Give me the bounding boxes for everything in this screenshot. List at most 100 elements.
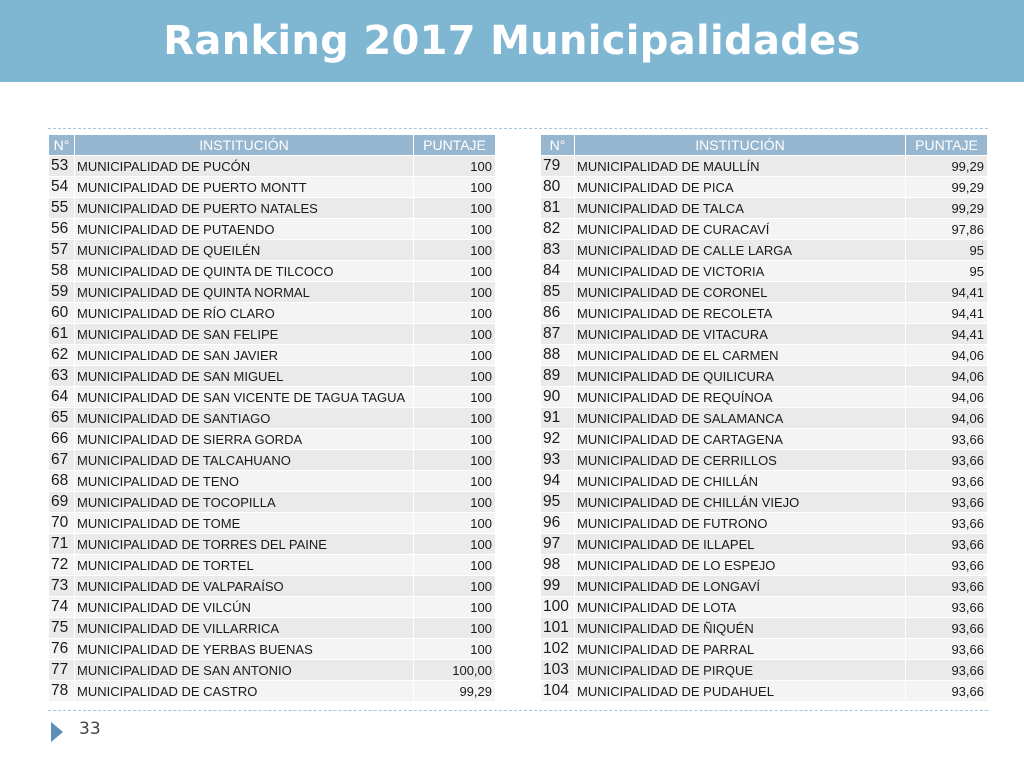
table-row: 84 MUNICIPALIDAD DE VICTORIA 95 <box>541 261 988 282</box>
score-value: 93,66 <box>906 639 988 660</box>
institution-name: MUNICIPALIDAD DE YERBAS BUENAS <box>75 639 414 660</box>
institution-name: MUNICIPALIDAD DE ÑIQUÉN <box>575 618 906 639</box>
institution-name: MUNICIPALIDAD DE TORTEL <box>75 555 414 576</box>
score-value: 100 <box>414 450 496 471</box>
score-value: 100 <box>414 198 496 219</box>
institution-name: MUNICIPALIDAD DE TENO <box>75 471 414 492</box>
institution-name: MUNICIPALIDAD DE LO ESPEJO <box>575 555 906 576</box>
score-value: 100 <box>414 471 496 492</box>
table-row: 56 MUNICIPALIDAD DE PUTAENDO 100 <box>49 219 496 240</box>
score-value: 100 <box>414 219 496 240</box>
table-row: 102 MUNICIPALIDAD DE PARRAL 93,66 <box>541 639 988 660</box>
title-band: Ranking 2017 Municipalidades <box>0 0 1024 82</box>
header-num: N° <box>49 135 75 156</box>
institution-name: MUNICIPALIDAD DE PUERTO MONTT <box>75 177 414 198</box>
row-number: 56 <box>49 219 75 240</box>
row-number: 80 <box>541 177 575 198</box>
row-number: 89 <box>541 366 575 387</box>
institution-name: MUNICIPALIDAD DE FUTRONO <box>575 513 906 534</box>
row-number: 103 <box>541 660 575 681</box>
institution-name: MUNICIPALIDAD DE REQUÍNOA <box>575 387 906 408</box>
row-number: 62 <box>49 345 75 366</box>
score-value: 100 <box>414 282 496 303</box>
header-score: PUNTAJE <box>906 135 988 156</box>
score-value: 100 <box>414 408 496 429</box>
institution-name: MUNICIPALIDAD DE VILCÚN <box>75 597 414 618</box>
score-value: 94,06 <box>906 345 988 366</box>
institution-name: MUNICIPALIDAD DE SIERRA GORDA <box>75 429 414 450</box>
score-value: 100 <box>414 513 496 534</box>
institution-name: MUNICIPALIDAD DE CURACAVÍ <box>575 219 906 240</box>
row-number: 100 <box>541 597 575 618</box>
institution-name: MUNICIPALIDAD DE LOTA <box>575 597 906 618</box>
institution-name: MUNICIPALIDAD DE CERRILLOS <box>575 450 906 471</box>
triangle-right-icon <box>51 722 63 742</box>
institution-name: MUNICIPALIDAD DE PUERTO NATALES <box>75 198 414 219</box>
score-value: 94,06 <box>906 387 988 408</box>
table-row: 57 MUNICIPALIDAD DE QUEILÉN 100 <box>49 240 496 261</box>
row-number: 73 <box>49 576 75 597</box>
score-value: 100 <box>414 324 496 345</box>
row-number: 53 <box>49 156 75 177</box>
row-number: 81 <box>541 198 575 219</box>
table-row: 60 MUNICIPALIDAD DE RÍO CLARO 100 <box>49 303 496 324</box>
score-value: 93,66 <box>906 471 988 492</box>
row-number: 78 <box>49 681 75 702</box>
score-value: 93,66 <box>906 681 988 702</box>
row-number: 96 <box>541 513 575 534</box>
table-row: 100 MUNICIPALIDAD DE LOTA 93,66 <box>541 597 988 618</box>
institution-name: MUNICIPALIDAD DE CHILLÁN VIEJO <box>575 492 906 513</box>
score-value: 97,86 <box>906 219 988 240</box>
score-value: 93,66 <box>906 429 988 450</box>
score-value: 94,41 <box>906 303 988 324</box>
row-number: 79 <box>541 156 575 177</box>
score-value: 100 <box>414 639 496 660</box>
row-number: 86 <box>541 303 575 324</box>
row-number: 77 <box>49 660 75 681</box>
score-value: 100 <box>414 240 496 261</box>
institution-name: MUNICIPALIDAD DE CALLE LARGA <box>575 240 906 261</box>
row-number: 101 <box>541 618 575 639</box>
table-row: 64 MUNICIPALIDAD DE SAN VICENTE DE TAGUA … <box>49 387 496 408</box>
row-number: 76 <box>49 639 75 660</box>
table-row: 86 MUNICIPALIDAD DE RECOLETA 94,41 <box>541 303 988 324</box>
score-value: 95 <box>906 240 988 261</box>
institution-name: MUNICIPALIDAD DE CHILLÁN <box>575 471 906 492</box>
ranking-table-right: N° INSTITUCIÓN PUNTAJE 79 MUNICIPALIDAD D… <box>541 135 988 702</box>
row-number: 74 <box>49 597 75 618</box>
score-value: 93,66 <box>906 597 988 618</box>
table-row: 77 MUNICIPALIDAD DE SAN ANTONIO 100,00 <box>49 660 496 681</box>
row-number: 94 <box>541 471 575 492</box>
table-row: 91 MUNICIPALIDAD DE SALAMANCA 94,06 <box>541 408 988 429</box>
row-number: 68 <box>49 471 75 492</box>
institution-name: MUNICIPALIDAD DE VILLARRICA <box>75 618 414 639</box>
row-number: 87 <box>541 324 575 345</box>
table-row: 69 MUNICIPALIDAD DE TOCOPILLA 100 <box>49 492 496 513</box>
table-row: 101 MUNICIPALIDAD DE ÑIQUÉN 93,66 <box>541 618 988 639</box>
institution-name: MUNICIPALIDAD DE TALCA <box>575 198 906 219</box>
row-number: 83 <box>541 240 575 261</box>
row-number: 59 <box>49 282 75 303</box>
institution-name: MUNICIPALIDAD DE SAN JAVIER <box>75 345 414 366</box>
score-value: 100,00 <box>414 660 496 681</box>
table-row: 73 MUNICIPALIDAD DE VALPARAÍSO 100 <box>49 576 496 597</box>
institution-name: MUNICIPALIDAD DE RÍO CLARO <box>75 303 414 324</box>
score-value: 100 <box>414 303 496 324</box>
row-number: 71 <box>49 534 75 555</box>
bottom-divider <box>48 710 988 711</box>
institution-name: MUNICIPALIDAD DE SAN VICENTE DE TAGUA TA… <box>75 387 414 408</box>
institution-name: MUNICIPALIDAD DE EL CARMEN <box>575 345 906 366</box>
table-row: 72 MUNICIPALIDAD DE TORTEL 100 <box>49 555 496 576</box>
score-value: 100 <box>414 597 496 618</box>
institution-name: MUNICIPALIDAD DE SALAMANCA <box>575 408 906 429</box>
institution-name: MUNICIPALIDAD DE ILLAPEL <box>575 534 906 555</box>
score-value: 94,06 <box>906 408 988 429</box>
table-row: 55 MUNICIPALIDAD DE PUERTO NATALES 100 <box>49 198 496 219</box>
header-num: N° <box>541 135 575 156</box>
row-number: 102 <box>541 639 575 660</box>
table-row: 58 MUNICIPALIDAD DE QUINTA DE TILCOCO 100 <box>49 261 496 282</box>
table-header-row: N° INSTITUCIÓN PUNTAJE <box>49 135 496 156</box>
score-value: 93,66 <box>906 492 988 513</box>
table-row: 68 MUNICIPALIDAD DE TENO 100 <box>49 471 496 492</box>
score-value: 99,29 <box>906 177 988 198</box>
